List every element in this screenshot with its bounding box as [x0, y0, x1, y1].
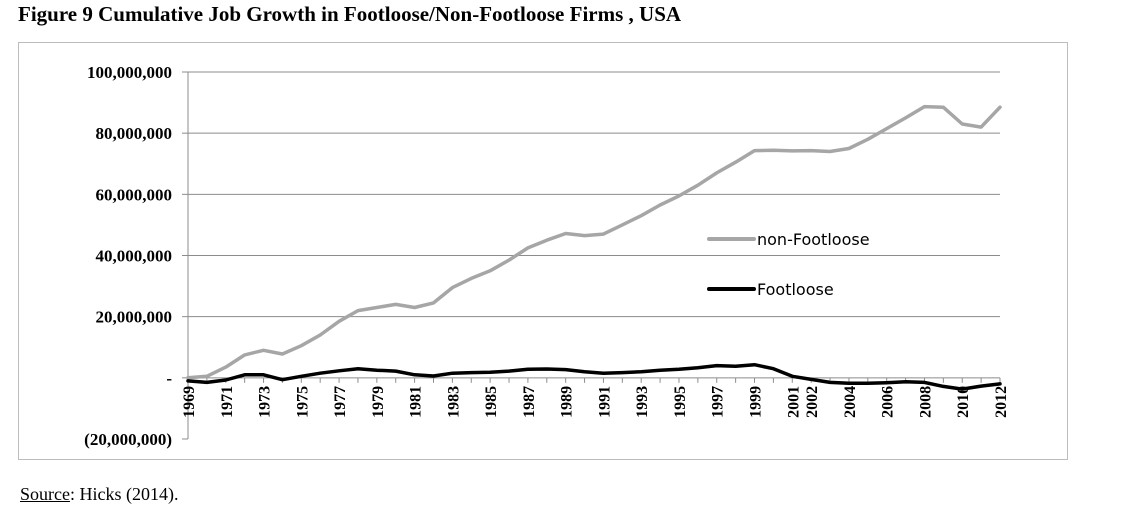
x-tick-label: 2002	[804, 386, 821, 418]
source-label: Source	[20, 484, 70, 504]
series-line-non-footloose	[186, 104, 1002, 380]
x-tick-label: 1989	[559, 386, 576, 418]
x-tick-label: 1993	[634, 386, 651, 418]
x-tick-label: 1971	[219, 386, 236, 418]
x-tick-label: 1969	[181, 386, 198, 418]
x-tick-label: 1981	[408, 386, 425, 418]
y-tick-label: 100,000,000	[87, 63, 172, 82]
y-tick-label: 60,000,000	[96, 185, 173, 204]
y-tick-label: -	[166, 369, 172, 388]
x-tick-label: 1997	[710, 386, 727, 418]
y-tick-label: 40,000,000	[96, 247, 173, 266]
x-tick-label: 1995	[672, 386, 689, 418]
x-tick-label: 2012	[993, 386, 1010, 418]
x-tick-label: 1973	[257, 386, 274, 418]
y-tick-label: (20,000,000)	[84, 430, 172, 449]
x-tick-label: 1999	[748, 386, 765, 418]
x-tick-label: 1985	[483, 386, 500, 418]
x-tick-label: 2006	[880, 386, 897, 418]
x-tick-label: 1987	[521, 386, 538, 418]
x-tick-label: 2001	[785, 386, 802, 418]
source-text: : Hicks (2014).	[69, 484, 179, 504]
legend-label: non-Footloose	[757, 230, 870, 249]
line-chart: 100,000,000 80,000,000 60,000,000 40,000,00…	[84, 63, 1010, 449]
x-tick-label: 1977	[332, 386, 349, 418]
y-tick-label: 80,000,000	[96, 124, 173, 143]
series-line-footloose	[186, 362, 1002, 391]
source-note: Source: Hicks (2014).	[20, 484, 178, 505]
chart-frame: 100,000,000 80,000,000 60,000,000 40,000,00…	[18, 42, 1068, 460]
legend-label: Footloose	[757, 280, 834, 299]
x-tick-label: 1983	[445, 386, 462, 418]
figure-title: Figure 9 Cumulative Job Growth in Footlo…	[18, 2, 682, 26]
x-tick-label: 1991	[596, 386, 613, 418]
x-tick-label: 2010	[955, 386, 972, 418]
x-tick-label: 2004	[842, 386, 859, 418]
x-tick-label: 1975	[294, 386, 311, 418]
x-tick-label: 2008	[917, 386, 934, 418]
y-tick-label: 20,000,000	[96, 308, 173, 327]
x-tick-label: 1979	[370, 386, 387, 418]
